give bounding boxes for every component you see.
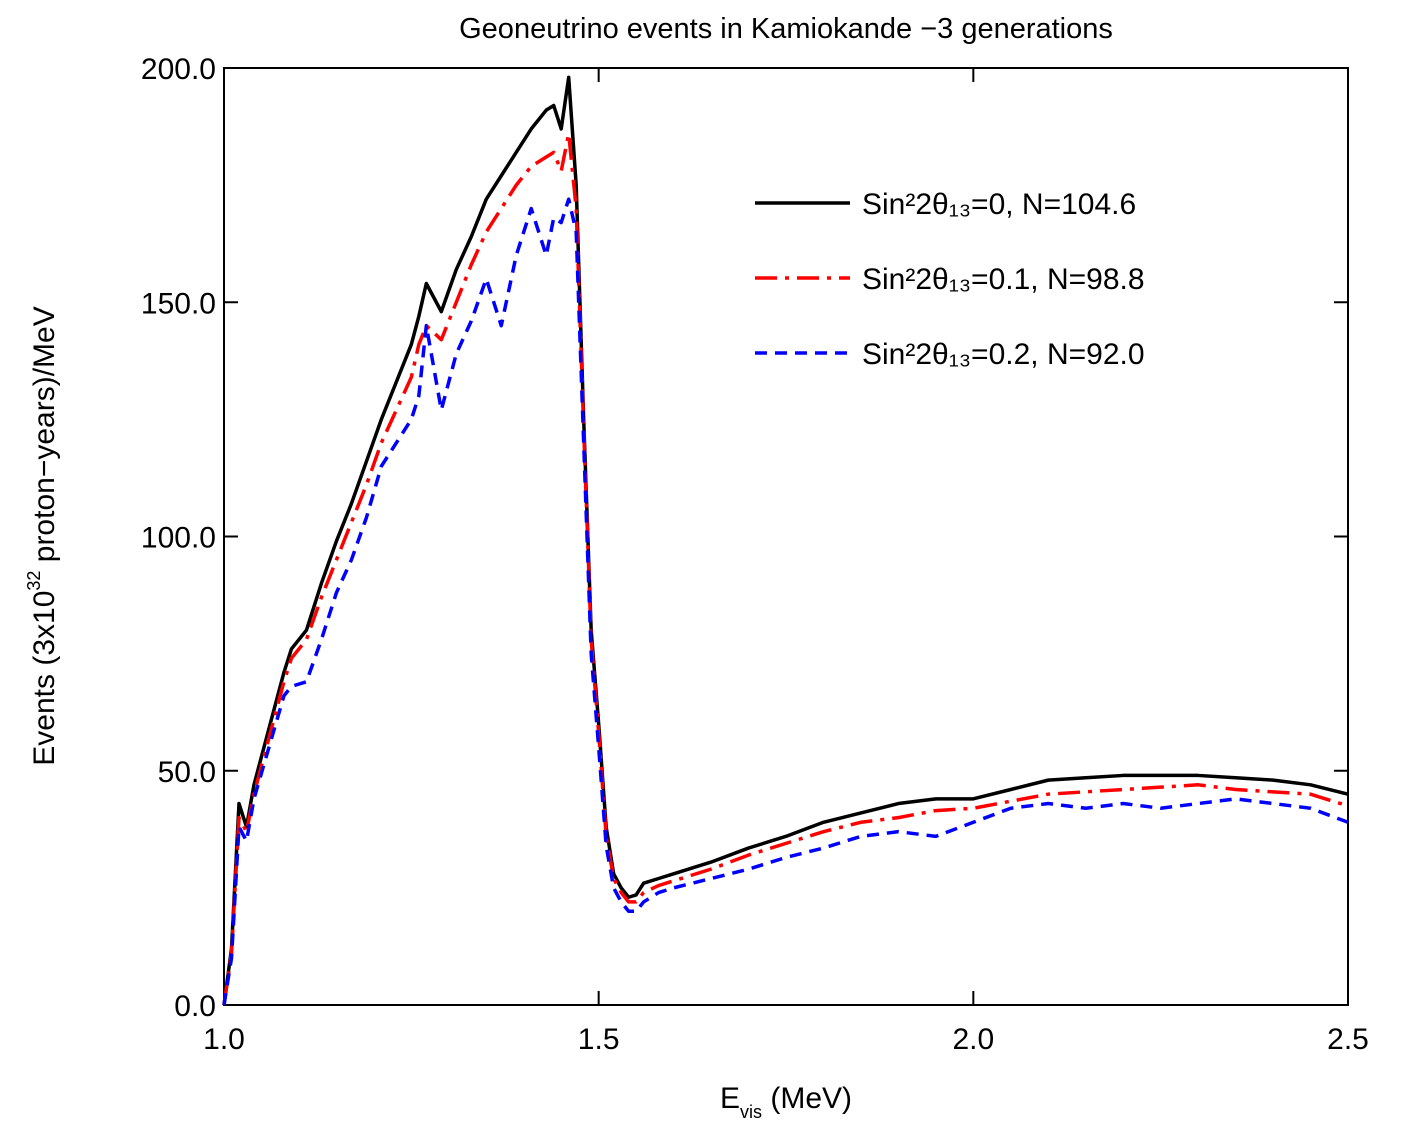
y-label-sup: 32 bbox=[24, 571, 44, 591]
y-tick-label: 50.0 bbox=[158, 756, 216, 789]
y-tick-label: 100.0 bbox=[141, 522, 216, 555]
y-label-part: proton−years)/MeV bbox=[28, 306, 61, 570]
x-label-sub: vis bbox=[740, 1102, 762, 1122]
series-line bbox=[222, 197, 1349, 1006]
chart-title: Geoneutrino events in Kamiokande −3 gene… bbox=[459, 13, 1113, 45]
y-label-part: Events (3x10 bbox=[28, 591, 61, 766]
y-axis-label: Events (3x1032 proton−years)/MeV bbox=[24, 306, 61, 765]
legend-label: Sin²2θ₁₃=0.2, N=92.0 bbox=[862, 338, 1145, 371]
series-line bbox=[222, 75, 1349, 1006]
x-tick-label: 1.5 bbox=[578, 1023, 620, 1056]
legend-label: Sin²2θ₁₃=0.1, N=98.8 bbox=[862, 263, 1145, 296]
series-line bbox=[222, 131, 1349, 1006]
y-tick-label: 200.0 bbox=[141, 53, 216, 86]
plot-frame bbox=[223, 67, 1349, 1006]
x-label-part: E bbox=[720, 1082, 740, 1115]
legend-label: Sin²2θ₁₃=0, N=104.6 bbox=[862, 188, 1136, 221]
x-tick-label: 2.0 bbox=[952, 1023, 994, 1056]
y-tick-label: 0.0 bbox=[174, 990, 216, 1023]
x-tick-label: 1.0 bbox=[203, 1023, 245, 1056]
x-tick-label: 2.5 bbox=[1327, 1023, 1369, 1056]
y-tick-label: 150.0 bbox=[141, 287, 216, 320]
x-axis-label: Evis (MeV) bbox=[720, 1082, 852, 1122]
x-label-part: (MeV) bbox=[762, 1082, 852, 1115]
